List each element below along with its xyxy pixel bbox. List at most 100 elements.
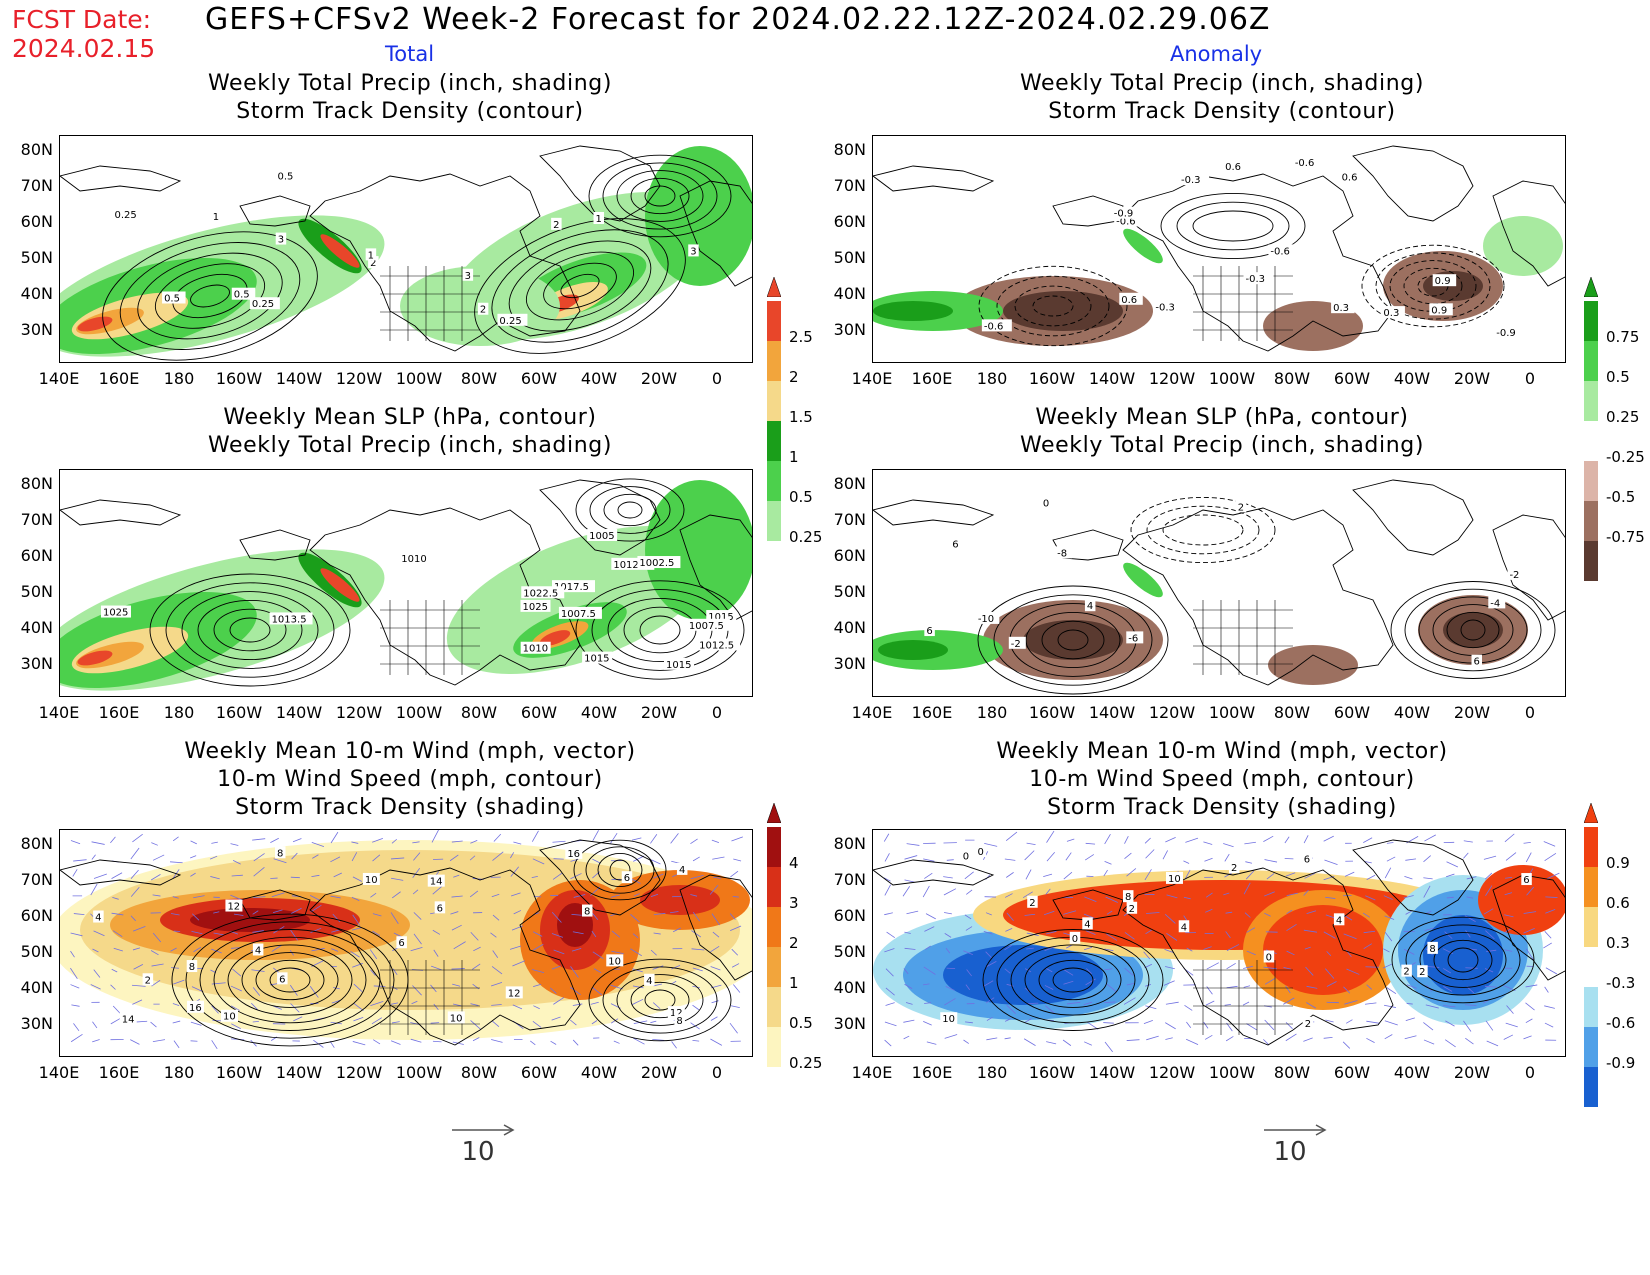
wind-vector: [92, 948, 99, 953]
wind-vector: [110, 836, 116, 844]
wind-vector: [1184, 869, 1191, 880]
contour-line: [1375, 252, 1491, 320]
lat-tick-label: 40N: [833, 978, 866, 997]
contour-line: [1433, 939, 1493, 981]
lon-tick-label: 20W: [640, 703, 678, 722]
contour-label: 0.3: [1333, 303, 1349, 314]
contour-label-bg: [1178, 920, 1190, 933]
lon-tick-label: 160E: [98, 369, 140, 388]
wind-vector: [630, 913, 640, 923]
wind-vector: [1164, 913, 1176, 924]
contour-line: [589, 486, 671, 534]
lon-tick-label: 160E: [911, 369, 953, 388]
contour-label-bg: [587, 528, 618, 541]
wind-vector: [1062, 1039, 1072, 1046]
wind-vector: [903, 1019, 915, 1023]
contour-label: -0.3: [1181, 175, 1201, 186]
wind-vector: [1044, 985, 1054, 990]
wind-vector: [250, 1002, 258, 1010]
wind-vector: [533, 983, 542, 988]
wind-vector: [1104, 1001, 1116, 1004]
lat-tick-label: 60N: [20, 546, 53, 565]
wind-vector: [1264, 912, 1271, 917]
contour-line: [993, 594, 1153, 686]
contour-label-bg: [1263, 950, 1275, 963]
wind-vector: [731, 836, 743, 842]
wind-vector: [570, 966, 579, 978]
wind-vector: [1464, 1004, 1477, 1006]
wind-vector: [1243, 965, 1253, 969]
wind-vector: [1525, 1002, 1535, 1011]
wind-vector: [1323, 835, 1334, 842]
panel-title-line: 10-m Wind Speed (mph, contour): [217, 767, 603, 792]
wind-vector: [1145, 1005, 1157, 1010]
wind-vector: [730, 925, 742, 931]
wind-vector: [1144, 869, 1152, 881]
contour-label: 1025: [103, 608, 128, 619]
wind-vector: [432, 929, 441, 935]
contour-label: 1012.5: [699, 640, 734, 651]
wind-vector: [350, 951, 360, 958]
lon-tick-label: 140E: [38, 369, 80, 388]
wind-vector: [1104, 968, 1113, 971]
wind-vector: [1543, 942, 1552, 949]
wind-vector: [253, 853, 265, 862]
wind-vector: [370, 969, 376, 976]
wind-vector: [1226, 1022, 1233, 1032]
lat-tick-label: 80N: [20, 834, 53, 853]
colorbar-segment: [1584, 827, 1598, 867]
wind-vector: [1204, 1034, 1213, 1040]
wind-vector: [1386, 987, 1397, 995]
wind-vector: [1486, 1040, 1499, 1047]
wind-vector: [1124, 852, 1132, 859]
shading-region: [645, 480, 752, 620]
wind-vector: [1244, 912, 1251, 918]
contour-label: -0.3: [1245, 274, 1265, 285]
lon-tick-label: 60W: [520, 1063, 558, 1082]
lat-tick-label: 70N: [20, 176, 53, 195]
wind-vector: [1505, 876, 1513, 879]
lat-tick-label: 70N: [833, 870, 866, 889]
wind-vector: [1063, 871, 1073, 880]
wind-vector: [190, 840, 197, 845]
wind-vector: [470, 1003, 479, 1006]
column-label-anomaly: Anomaly: [1170, 42, 1263, 66]
wind-vector: [1304, 946, 1311, 950]
wind-vector: [433, 949, 439, 957]
contour-label: 14: [430, 877, 443, 888]
wind-vector: [453, 941, 466, 950]
wind-vector: [572, 931, 584, 935]
wind-vector: [173, 1040, 180, 1049]
wind-vector: [1104, 1041, 1113, 1053]
contour-label-bg: [275, 846, 286, 859]
contour-line: [1460, 619, 1486, 641]
contour-line: [603, 493, 657, 527]
wind-vector: [944, 998, 956, 1006]
wind-vector: [1483, 855, 1497, 860]
wind-vector: [191, 986, 204, 993]
lat-tick-label: 80N: [20, 474, 53, 493]
coastline: [873, 859, 995, 886]
colorbar-label: 3: [789, 894, 799, 912]
contour-label-bg: [521, 586, 565, 599]
wind-vector: [904, 931, 911, 934]
wind-vector: [964, 1021, 973, 1024]
wind-vector: [110, 1017, 122, 1025]
lon-tick-label: 40W: [1393, 1063, 1431, 1082]
contour-label-bg: [688, 244, 699, 257]
wind-vector: [1363, 930, 1376, 934]
wind-vector: [352, 927, 362, 931]
wind-vector: [652, 965, 664, 970]
coastline: [539, 145, 661, 222]
coastline: [1352, 145, 1474, 222]
coastline: [873, 499, 995, 526]
lat-tick-label: 80N: [20, 140, 53, 159]
contour-label: 4: [646, 976, 652, 987]
map-panel-total-wind: 4 6 12 10 8 6 2 6 4 4 8 10 12 14 16 8 6 16 14 12 10 4 10 8: [59, 829, 753, 1057]
wind-vector: [293, 1016, 303, 1022]
wind-vector: [1286, 892, 1298, 897]
wind-vector: [391, 1021, 400, 1024]
wind-vector: [985, 912, 992, 916]
wind-vector: [133, 964, 144, 970]
wind-vector: [1285, 872, 1296, 877]
